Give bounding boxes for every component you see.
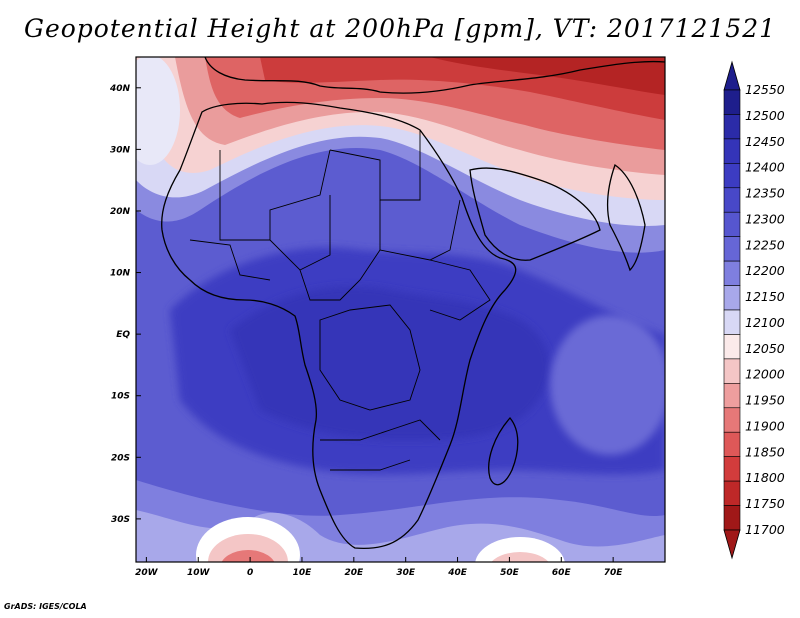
- colorbar-swatch: [723, 334, 741, 360]
- colorbar-label: 12550: [745, 82, 785, 97]
- x-tick-label: 30E: [396, 568, 416, 578]
- colorbar-label: 11700: [745, 522, 785, 537]
- colorbar-label: 11750: [745, 496, 785, 511]
- colorbar-swatch: [723, 211, 741, 237]
- x-tick-label: 20E: [344, 568, 364, 578]
- field-darkest-red: [430, 57, 665, 95]
- axes: 20W 10W 0 10E 20E 30E 40E 50E 60E 70E 40N 30N 20N 10N…: [109, 84, 623, 578]
- x-tick-label: 10E: [293, 568, 313, 578]
- credit-label: GrADS: IGES/COLA: [4, 602, 87, 611]
- colorbar-swatch: [723, 309, 741, 335]
- y-tick-label: EQ: [116, 330, 130, 340]
- colorbar-swatch: [723, 114, 741, 140]
- colorbar-label: 12100: [745, 315, 785, 330]
- border-west: [189, 239, 271, 281]
- country-borders: [189, 130, 491, 471]
- x-tick-label: 60E: [552, 568, 572, 578]
- colorbar-label: 12200: [745, 263, 785, 278]
- colorbar-label: 11800: [745, 470, 785, 485]
- colorbar: 12550 12500 12450 12400 12350 12300 12250 12200…: [723, 60, 785, 560]
- colorbar-label: 11950: [745, 393, 785, 408]
- colorbar-swatch: [723, 236, 741, 262]
- x-tick-label: 0: [247, 568, 253, 578]
- plot-frame: [135, 56, 666, 563]
- europe-coast: [204, 57, 665, 94]
- colorbar-swatch: [723, 505, 741, 531]
- chart-title: Geopotential Height at 200hPa [gpm], VT:…: [23, 14, 777, 43]
- y-tick-label: 30N: [110, 145, 131, 155]
- x-tick-label: 70E: [604, 568, 624, 578]
- x-tick-label: 20W: [135, 568, 159, 578]
- border-southern-africa: [330, 459, 411, 471]
- colorbar-swatch: [723, 285, 741, 311]
- field-trough-east-white: [475, 537, 565, 562]
- colorbar-label: 12300: [745, 211, 785, 226]
- arabia-coast: [469, 167, 601, 261]
- y-tick-label: 30S: [111, 515, 130, 525]
- y-tick-label: 40N: [109, 84, 131, 94]
- border-central: [299, 249, 381, 301]
- colorbar-swatch: [723, 480, 741, 506]
- x-tick-label: 50E: [500, 568, 520, 578]
- field-trough-west-red: [221, 550, 275, 562]
- colorbar-label: 12050: [745, 341, 785, 356]
- colorbar-swatch: [723, 383, 741, 409]
- field-east-patch: [550, 315, 665, 455]
- colorbar-label: 12000: [745, 367, 785, 382]
- y-tick-label: 20N: [110, 207, 131, 217]
- border-sahara-1: [219, 149, 331, 241]
- y-tick-label: 10N: [110, 269, 131, 279]
- colorbar-swatch: [723, 163, 741, 189]
- field-trough-west-pink: [208, 534, 288, 562]
- field-trough-east-pink: [491, 552, 549, 562]
- colorbar-swatch: [723, 260, 741, 286]
- colorbar-label: 12350: [745, 186, 785, 201]
- field-nw-white: [136, 57, 180, 165]
- border-drc: [319, 304, 421, 411]
- border-south: [320, 419, 441, 441]
- x-tick-label: 10W: [187, 568, 211, 578]
- colorbar-top-arrow: [723, 60, 741, 91]
- colorbar-swatch: [723, 358, 741, 384]
- colorbar-swatch: [723, 187, 741, 213]
- india-coast: [606, 163, 646, 272]
- height-field: [136, 57, 665, 562]
- colorbar-label: 12500: [745, 108, 785, 123]
- colorbar-label: 12450: [745, 134, 785, 149]
- colorbar-label: 12250: [745, 237, 785, 252]
- colorbar-swatch: [723, 407, 741, 433]
- colorbar-swatch: [723, 138, 741, 164]
- x-tick-label: 40E: [447, 568, 468, 578]
- colorbar-label: 11850: [745, 444, 785, 459]
- y-tick-label: 20S: [111, 453, 130, 463]
- colorbar-label: 11900: [745, 418, 785, 433]
- field-core-deep: [230, 286, 550, 440]
- colorbar-swatch: [723, 89, 741, 115]
- colorbar-swatch: [723, 456, 741, 482]
- colorbar-label: 12400: [745, 160, 785, 175]
- border-sahara-2: [269, 195, 331, 271]
- y-tick-label: 10S: [111, 392, 130, 402]
- border-east: [429, 259, 491, 321]
- colorbar-bottom-arrow: [723, 529, 741, 560]
- colorbar-label: 12150: [745, 289, 785, 304]
- madagascar-coast: [488, 417, 519, 486]
- colorbar-swatch: [723, 431, 741, 457]
